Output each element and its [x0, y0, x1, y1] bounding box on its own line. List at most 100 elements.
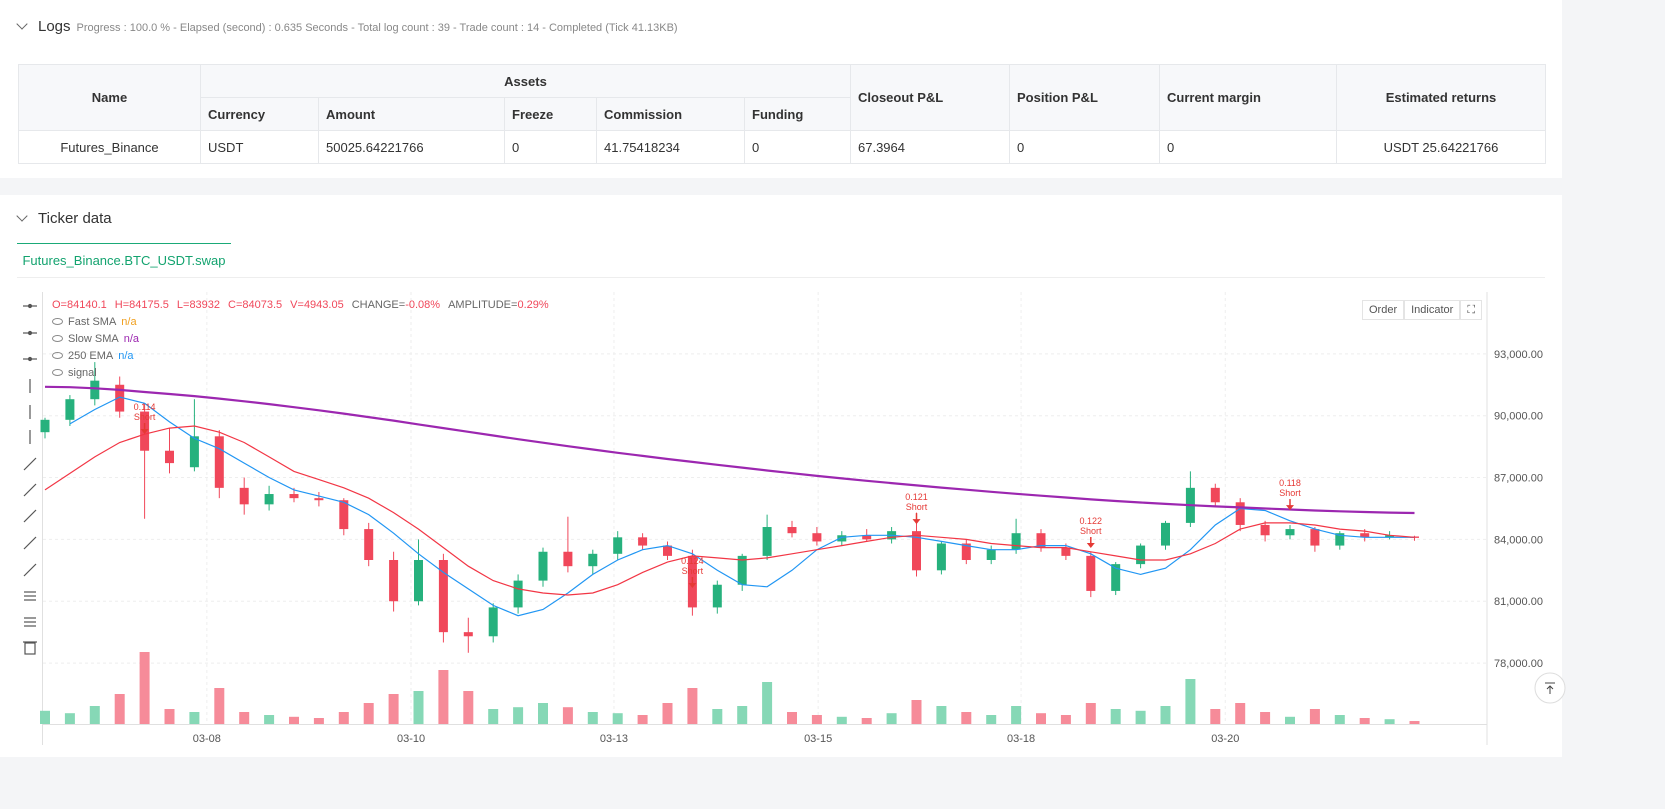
volume-bar — [612, 713, 623, 724]
signal-arrowhead — [140, 429, 149, 435]
x-tick-label: 03-15 — [804, 733, 832, 745]
icon-stroke — [23, 483, 37, 497]
indicator-value: n/a — [123, 333, 140, 345]
scroll-top-icon — [1545, 682, 1555, 694]
candle-body — [812, 533, 822, 542]
volume-bar — [1060, 715, 1071, 724]
x-tick-label: 03-08 — [193, 733, 221, 745]
candle-body — [1360, 533, 1370, 538]
volume-bar — [1135, 710, 1146, 724]
volume-bar — [737, 706, 748, 724]
toolbar-icon[interactable] — [23, 356, 37, 362]
toolbar-icon[interactable] — [23, 303, 37, 309]
ohlc-item: V=4943.05 — [290, 299, 348, 311]
toolbar-icon[interactable] — [23, 330, 37, 336]
logs-header[interactable]: Logs Progress : 100.0 % - Elapsed (second… — [16, 18, 678, 35]
ohlc-item: AMPLITUDE=0.29% — [448, 299, 553, 311]
volume-bar — [762, 682, 773, 724]
header-cell: Commission — [596, 97, 745, 131]
candle-body — [40, 419, 50, 433]
ohlc-key: L= — [176, 299, 190, 311]
signal-amount: 0.124 — [681, 556, 704, 566]
cell: USDT — [200, 130, 319, 164]
volume-bar — [712, 709, 723, 724]
candle-body — [1235, 502, 1245, 525]
volume-bar — [1110, 709, 1121, 724]
candle-body — [638, 537, 648, 546]
eye-icon — [52, 335, 63, 342]
indicator-button[interactable]: Indicator — [1404, 300, 1461, 320]
candle-body — [488, 607, 498, 637]
toolbar-icon[interactable] — [24, 617, 36, 627]
y-tick-label: 90,000.00 — [1494, 411, 1543, 423]
ohlc-key: O= — [52, 299, 67, 311]
toolbar-icon[interactable] — [24, 591, 36, 601]
ohlc-value: 84140.1 — [66, 299, 107, 311]
toolbar-icon[interactable] — [23, 509, 37, 523]
ohlc-value: 84175.5 — [129, 299, 169, 311]
ticker-title: Ticker data — [38, 210, 112, 227]
toolbar-icon[interactable] — [23, 483, 37, 497]
volume-bar — [463, 691, 474, 724]
ticker-header[interactable]: Ticker data — [16, 210, 112, 227]
volume-bar — [89, 706, 100, 724]
candle-body — [961, 543, 971, 560]
candle-body — [239, 487, 249, 505]
volume-bar — [239, 712, 250, 724]
ohlc-key: CHANGE= — [351, 299, 406, 311]
signal-label: Short — [1279, 488, 1301, 498]
volume-bar — [40, 710, 50, 724]
candle-body — [712, 584, 722, 608]
indicator-value: n/a — [118, 350, 134, 362]
header-cell: Amount — [318, 97, 505, 131]
assets-table: Name Assets Closeout P&L Position P&L Cu… — [18, 64, 1546, 164]
y-tick-label: 81,000.00 — [1494, 596, 1543, 608]
indicator-legend-item: Slow SMA n/a — [52, 333, 139, 345]
signal-amount: 0.118 — [1279, 478, 1301, 488]
candle-body — [1086, 555, 1096, 591]
candle-body — [986, 549, 996, 560]
candle-body — [936, 543, 946, 571]
order-button[interactable]: Order — [1362, 300, 1405, 320]
volume-bar — [1359, 718, 1370, 724]
volume-bar — [214, 688, 225, 724]
fullscreen-button[interactable]: ⛶ — [1460, 300, 1483, 320]
volume-bar — [1160, 706, 1171, 724]
volume-bar — [189, 712, 200, 724]
icon-stroke — [24, 642, 36, 655]
candle-body — [214, 436, 224, 488]
toolbar-icon[interactable] — [23, 536, 37, 550]
header-cell: Funding — [744, 97, 851, 131]
symbol-tab[interactable]: Futures_Binance.BTC_USDT.swap — [17, 243, 231, 277]
toolbar-icon[interactable] — [23, 641, 37, 655]
ohlc-value: 84073.5 — [242, 299, 283, 311]
candle-body — [364, 529, 374, 560]
indicator-name: signal — [68, 367, 97, 379]
volume-bar — [986, 715, 997, 724]
toolbar-icon[interactable] — [23, 457, 37, 471]
header-cell: Position P&L — [1009, 64, 1160, 131]
y-tick-label: 87,000.00 — [1494, 473, 1543, 485]
ohlc-item: L=83932 — [177, 299, 224, 311]
volume-bar — [1036, 713, 1046, 724]
eye-icon — [52, 352, 63, 359]
volume-bar — [1185, 679, 1196, 724]
volume-bar — [562, 707, 573, 724]
candle-body — [1335, 533, 1345, 546]
y-tick-label: 78,000.00 — [1494, 658, 1543, 670]
volume-bar — [637, 715, 648, 724]
logs-title: Logs — [38, 18, 71, 35]
ohlc-item: O=84140.1 — [52, 299, 111, 311]
candle-body — [912, 531, 921, 571]
volume-bar — [388, 694, 399, 724]
candle-body — [289, 494, 299, 499]
cell: 50025.64221766 — [318, 130, 505, 164]
tab-divider — [17, 277, 1545, 278]
candle-body — [65, 399, 75, 420]
icon-stroke — [23, 509, 37, 523]
ohlc-key: C= — [228, 299, 243, 311]
volume-bar — [836, 716, 847, 724]
candle-body — [389, 560, 399, 602]
toolbar-icon[interactable] — [23, 563, 37, 577]
volume-bar — [886, 713, 897, 724]
